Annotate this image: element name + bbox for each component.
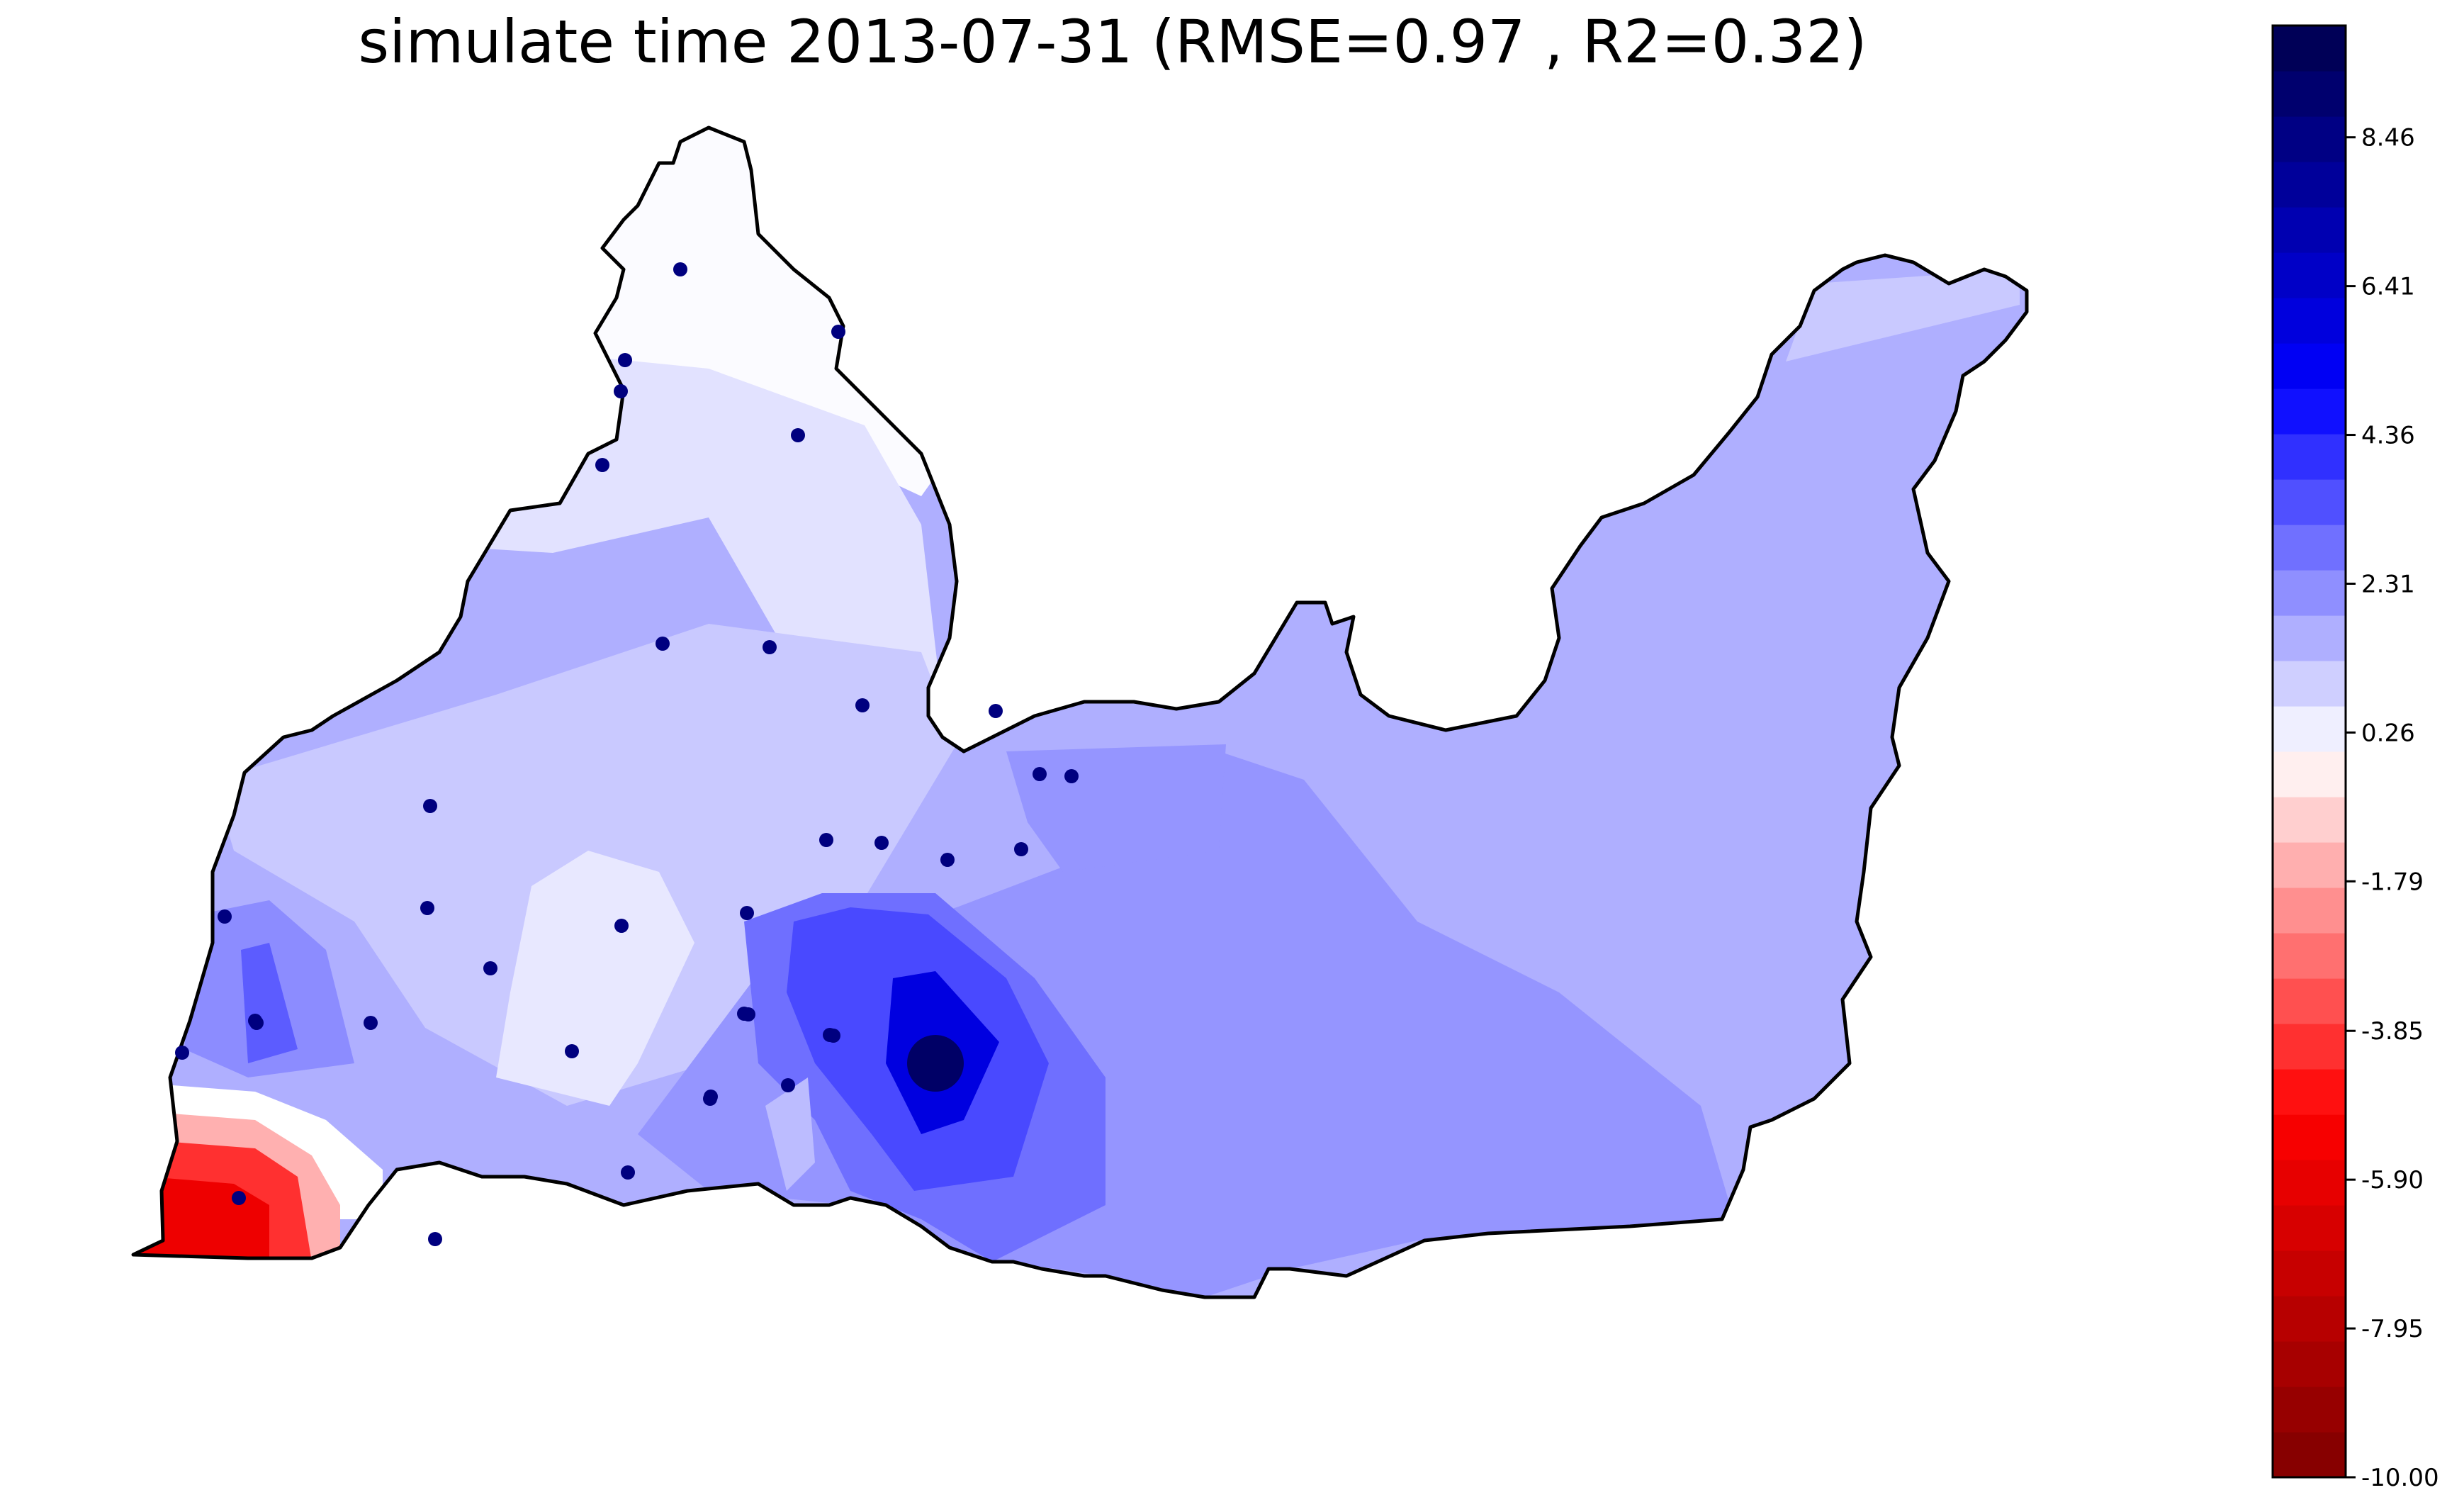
colorbar-band [2273, 570, 2346, 616]
contour-band-peak [907, 1035, 964, 1092]
colorbar-band [2273, 298, 2346, 344]
colorbar-tick-label: -5.90 [2361, 1166, 2424, 1194]
colorbar-tick-label: 6.41 [2361, 273, 2415, 301]
station-marker [1064, 769, 1079, 783]
station-marker [565, 1044, 579, 1058]
station-marker [423, 799, 437, 813]
colorbar-band [2273, 434, 2346, 480]
colorbar-frame [2271, 24, 2347, 1479]
colorbar-band [2273, 1024, 2346, 1070]
station-marker [232, 1191, 246, 1205]
colorbar-band [2273, 978, 2346, 1024]
station-marker [428, 1232, 442, 1246]
contour-band-south-lighter [765, 1077, 815, 1191]
station-marker [855, 698, 870, 712]
station-marker [1014, 842, 1028, 856]
colorbar-ticks: -10.00 -7.95 -5.90 -3.85 -1.79 0.26 2.31 4.36 6.… [2346, 124, 2439, 1492]
contour-band-east-patch [1006, 744, 1226, 872]
colorbar-band [2273, 26, 2346, 72]
colorbar-tick-label: 4.36 [2361, 422, 2415, 450]
contour-band-northeast [1786, 269, 2020, 362]
colorbar-band [2273, 116, 2346, 162]
colorbar-band [2273, 887, 2346, 934]
colorbar-band [2273, 343, 2346, 389]
colorbar-band [2273, 479, 2346, 525]
colorbar-band [2273, 525, 2346, 571]
colorbar-band [2273, 706, 2346, 752]
colorbar-tick-label: -10.00 [2361, 1464, 2439, 1492]
station-marker [831, 325, 845, 339]
colorbar-band [2273, 252, 2346, 298]
station-marker [791, 428, 805, 442]
colorbar-tick-label: -1.79 [2361, 868, 2424, 896]
colorbar-band [2273, 1341, 2346, 1387]
colorbar-band [2273, 71, 2346, 117]
station-marker [740, 906, 754, 920]
station-marker [614, 384, 628, 398]
colorbar-tick-label: -7.95 [2361, 1315, 2424, 1343]
colorbar-band [2273, 1069, 2346, 1115]
colorbar-band [2273, 207, 2346, 253]
colorbar-band [2273, 1387, 2346, 1433]
station-marker [248, 1014, 262, 1028]
station-marker [595, 458, 609, 472]
colorbar-tick-label: -3.85 [2361, 1017, 2424, 1046]
station-marker [823, 1028, 837, 1042]
station-marker [819, 833, 833, 847]
station-marker [618, 353, 632, 367]
station-marker [364, 1016, 378, 1030]
station-markers [175, 262, 1079, 1246]
station-marker [673, 262, 687, 276]
station-marker [614, 919, 629, 933]
station-marker [621, 1165, 635, 1180]
colorbar-band [2273, 615, 2346, 661]
colorbar-band [2273, 1205, 2346, 1251]
station-marker [763, 640, 777, 654]
colorbar-band [2273, 1114, 2346, 1160]
contour-band-west-core [241, 943, 298, 1063]
colorbar-tick-label: 2.31 [2361, 570, 2415, 598]
colorbar-tick-label: 0.26 [2361, 719, 2415, 747]
contour-band-central-white [496, 851, 694, 1106]
colorbar-tick-label: 8.46 [2361, 124, 2415, 152]
colorbar-bands [2273, 26, 2346, 1478]
station-marker [420, 901, 434, 915]
station-marker [656, 637, 670, 651]
colorbar-band [2273, 797, 2346, 843]
chart-title: simulate time 2013-07-31 (RMSE=0.97 , R2… [358, 7, 1867, 77]
colorbar-band [2273, 842, 2346, 888]
colorbar-band [2273, 1250, 2346, 1297]
station-marker [703, 1092, 717, 1106]
station-marker [781, 1078, 795, 1092]
station-marker [737, 1007, 751, 1021]
colorbar-band [2273, 1296, 2346, 1342]
station-marker [175, 1046, 189, 1060]
station-marker [940, 853, 955, 867]
colorbar-band [2273, 1160, 2346, 1206]
colorbar-band [2273, 661, 2346, 707]
colorbar-band [2273, 162, 2346, 208]
station-marker [1033, 767, 1047, 781]
station-marker [989, 704, 1003, 718]
colorbar-band [2273, 388, 2346, 435]
colorbar-band [2273, 1432, 2346, 1478]
station-marker [874, 836, 889, 850]
station-marker [483, 961, 497, 975]
station-marker [218, 909, 232, 924]
colorbar-band [2273, 933, 2346, 979]
colorbar-band [2273, 751, 2346, 797]
